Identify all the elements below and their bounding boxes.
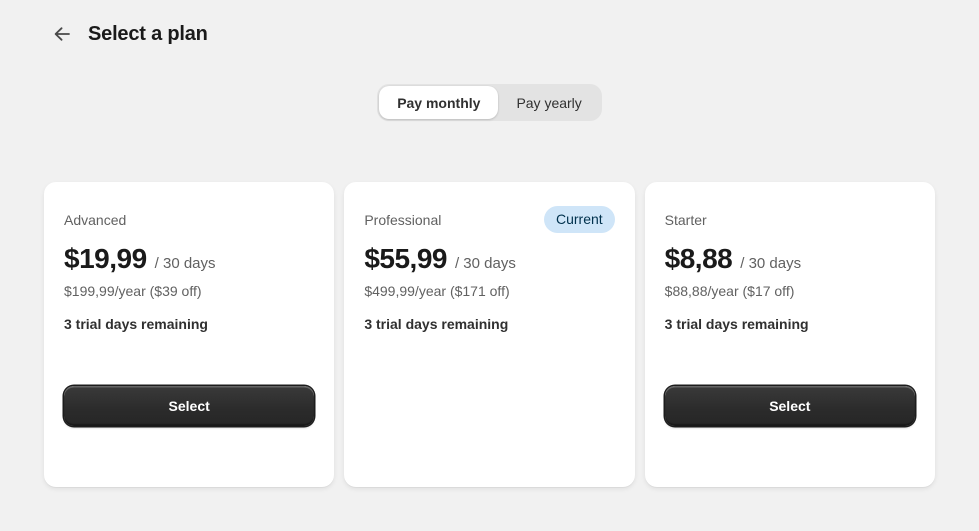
- current-plan-badge: Current: [543, 206, 615, 233]
- page-title: Select a plan: [88, 22, 208, 45]
- plan-price: $8,88: [664, 243, 733, 274]
- plan-yearly-price: $199,99/year ($39 off): [64, 283, 202, 299]
- plan-name: Starter: [664, 211, 707, 228]
- plan-card-professional: Professional Current $55,99 / 30 days $4…: [344, 182, 635, 487]
- tab-pay-yearly[interactable]: Pay yearly: [498, 86, 599, 119]
- price-row: $8,88 / 30 days: [665, 243, 915, 277]
- trial-remaining: 3 trial days remaining: [664, 316, 809, 332]
- select-button-advanced[interactable]: Select: [64, 386, 315, 426]
- plan-name: Professional: [364, 211, 442, 228]
- trial-remaining: 3 trial days remaining: [364, 316, 509, 332]
- select-button-starter[interactable]: Select: [664, 386, 915, 426]
- plan-header-row: Starter: [665, 206, 915, 233]
- plan-period: / 30 days: [154, 255, 216, 272]
- back-button[interactable]: [52, 24, 72, 44]
- plan-header-row: Advanced: [64, 206, 314, 233]
- billing-toggle: Pay monthly Pay yearly: [377, 84, 602, 121]
- plan-card-starter: Starter $8,88 / 30 days $88,88/year ($17…: [644, 182, 935, 487]
- plan-header-row: Professional Current: [364, 206, 615, 233]
- plan-yearly-price: $499,99/year ($171 off): [364, 283, 510, 299]
- tab-pay-monthly[interactable]: Pay monthly: [379, 86, 499, 119]
- billing-toggle-wrap: Pay monthly Pay yearly: [0, 84, 979, 121]
- plan-price: $19,99: [64, 243, 147, 274]
- plan-name: Advanced: [64, 211, 127, 228]
- plan-card-advanced: Advanced $19,99 / 30 days $199,99/year (…: [44, 182, 335, 487]
- arrow-left-icon: [52, 24, 72, 44]
- page-header: Select a plan: [0, 0, 979, 46]
- plan-yearly-price: $88,88/year ($17 off): [664, 283, 795, 299]
- price-row: $19,99 / 30 days: [64, 243, 314, 277]
- plan-period: / 30 days: [454, 255, 516, 272]
- plan-price: $55,99: [364, 243, 447, 274]
- trial-remaining: 3 trial days remaining: [64, 316, 208, 332]
- plan-cards: Advanced $19,99 / 30 days $199,99/year (…: [0, 182, 979, 487]
- price-row: $55,99 / 30 days: [364, 243, 614, 277]
- plan-period: / 30 days: [740, 255, 802, 272]
